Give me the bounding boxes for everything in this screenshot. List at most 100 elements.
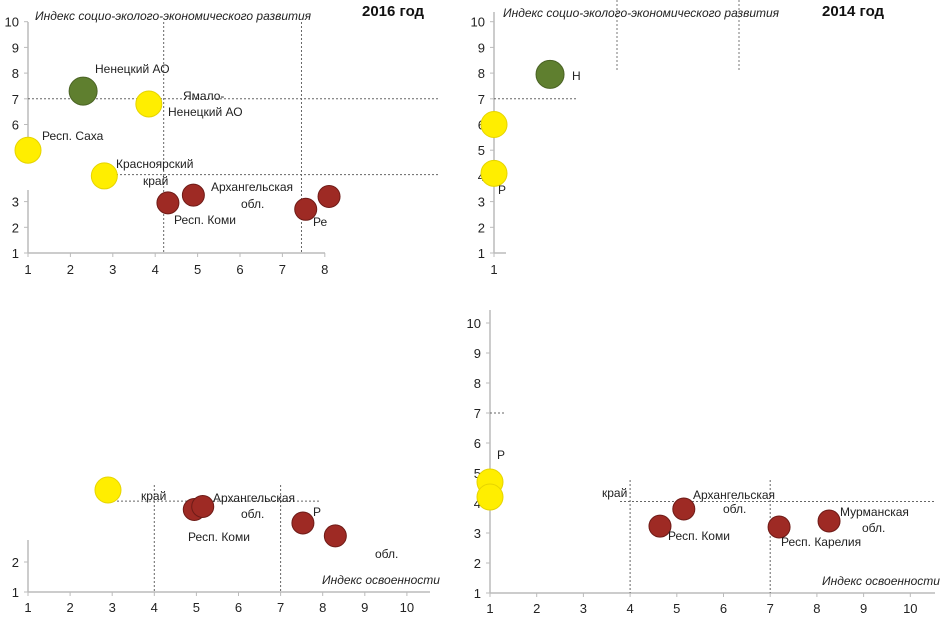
x-tick-label: 5 xyxy=(194,262,201,277)
x-tick-label: 5 xyxy=(193,600,200,615)
y-axis-title: Индекс социо-эколого-экономического разв… xyxy=(503,6,780,20)
x-tick-label: 10 xyxy=(400,600,414,615)
bubble-label: Р xyxy=(313,505,321,519)
bubble-label: Р xyxy=(498,183,506,197)
bubble-label: обл. xyxy=(241,197,264,211)
y-tick-label: 8 xyxy=(12,66,19,81)
x-tick-label: 1 xyxy=(486,601,493,616)
data-bubble xyxy=(14,136,42,164)
x-axis-title: Индекс освоенности xyxy=(322,573,440,587)
bubble-label: Респ. Саха xyxy=(42,129,104,143)
x-tick-label: 4 xyxy=(152,262,159,277)
y-tick-label: 1 xyxy=(478,246,485,261)
x-tick-label: 5 xyxy=(673,601,680,616)
data-bubble xyxy=(94,476,122,504)
y-tick-label: 8 xyxy=(478,66,485,81)
data-bubble xyxy=(323,524,347,548)
bubble-label: Мурманская xyxy=(840,505,909,519)
y-tick-label: 5 xyxy=(478,143,485,158)
x-tick-label: 10 xyxy=(903,601,917,616)
x-axis-title: Индекс освоенности xyxy=(822,574,940,588)
y-tick-label: 2 xyxy=(12,555,19,570)
bubble-label: Архангельская xyxy=(213,491,295,505)
y-tick-label: 3 xyxy=(474,526,481,541)
data-bubble xyxy=(68,76,98,106)
x-tick-label: 7 xyxy=(279,262,286,277)
x-tick-label: 6 xyxy=(235,600,242,615)
data-bubble xyxy=(294,197,318,221)
y-tick-label: 1 xyxy=(474,586,481,601)
data-bubble xyxy=(317,184,341,208)
data-bubble xyxy=(291,511,315,535)
y-tick-label: 7 xyxy=(12,92,19,107)
y-tick-label: 10 xyxy=(5,15,19,30)
x-tick-label: 9 xyxy=(361,600,368,615)
data-bubble xyxy=(476,483,504,511)
y-tick-label: 3 xyxy=(478,195,485,210)
x-tick-label: 2 xyxy=(533,601,540,616)
bubble-label: Архангельская xyxy=(693,488,775,502)
data-bubble xyxy=(767,515,791,539)
bubble-label: Респ. Карелия xyxy=(781,535,861,549)
bubble-label: Архангельская xyxy=(211,180,293,194)
y-tick-label: 8 xyxy=(474,376,481,391)
bubble-label: обл. xyxy=(723,502,746,516)
x-tick-label: 3 xyxy=(109,262,116,277)
data-bubble xyxy=(672,497,696,521)
data-bubble xyxy=(817,509,841,533)
bubble-label: обл. xyxy=(241,507,264,521)
x-tick-label: 8 xyxy=(319,600,326,615)
panel-bottom-left: 1 2 1 2 3 4 5 6 7 8 9 10 край Респ. Коми Архангельская… xyxy=(12,476,440,615)
y-tick-label: 9 xyxy=(12,40,19,55)
bubble-label: Респ. Коми xyxy=(188,530,250,544)
y-tick-label: 10 xyxy=(467,316,481,331)
bubble-label: Н xyxy=(572,69,581,83)
x-tick-label: 7 xyxy=(767,601,774,616)
panel-year-title: 2016 год xyxy=(362,3,425,20)
bubble-label: Ненецкий АО xyxy=(168,105,243,119)
data-bubble xyxy=(191,495,215,518)
bubble-label: Ямало- xyxy=(183,89,224,103)
bubble-label: Ре xyxy=(313,215,327,229)
data-bubble xyxy=(90,162,118,190)
y-tick-label: 3 xyxy=(12,195,19,210)
y-tick-label: 9 xyxy=(474,346,481,361)
x-tick-label: 8 xyxy=(813,601,820,616)
y-tick-label: 2 xyxy=(478,220,485,235)
bubble-label: Респ. Коми xyxy=(668,529,730,543)
x-tick-label: 3 xyxy=(109,600,116,615)
x-tick-label: 9 xyxy=(860,601,867,616)
y-tick-label: 6 xyxy=(12,118,19,133)
x-tick-label: 8 xyxy=(321,262,328,277)
x-tick-label: 1 xyxy=(490,262,497,277)
bubble-label: край xyxy=(141,489,166,503)
y-tick-label: 7 xyxy=(478,92,485,107)
x-tick-label: 3 xyxy=(580,601,587,616)
bubble-label: Красноярский xyxy=(116,157,193,171)
x-tick-label: 4 xyxy=(626,601,633,616)
data-bubble xyxy=(156,191,180,215)
panel-top-left: 1 2 3 6 7 8 9 10 1 2 3 4 5 6 7 8 Ненецкий АО Ямало- Ненецк… xyxy=(5,3,440,277)
data-bubble xyxy=(135,90,163,118)
data-bubble xyxy=(648,514,672,538)
y-axis-title: Индекс социо-эколого-экономического разв… xyxy=(35,9,312,23)
bubble-label: край xyxy=(602,486,627,500)
y-tick-label: 5 xyxy=(474,466,481,481)
x-tick-label: 7 xyxy=(277,600,284,615)
y-tick-label: 7 xyxy=(474,406,481,421)
data-bubble xyxy=(480,111,508,138)
x-tick-label: 2 xyxy=(67,262,74,277)
data-bubble xyxy=(480,159,508,187)
y-tick-label: 1 xyxy=(12,585,19,600)
x-tick-label: 6 xyxy=(236,262,243,277)
y-tick-label: 4 xyxy=(474,496,481,511)
y-tick-label: 6 xyxy=(474,436,481,451)
bubble-label: Ненецкий АО xyxy=(95,62,170,76)
x-tick-label: 6 xyxy=(720,601,727,616)
bubble-label: край xyxy=(143,174,168,188)
panel-top-right: 123456789101НРИндекс социо-эколого-эконо… xyxy=(471,0,885,277)
bubble-label: обл. xyxy=(862,521,885,535)
y-tick-label: 9 xyxy=(478,40,485,55)
